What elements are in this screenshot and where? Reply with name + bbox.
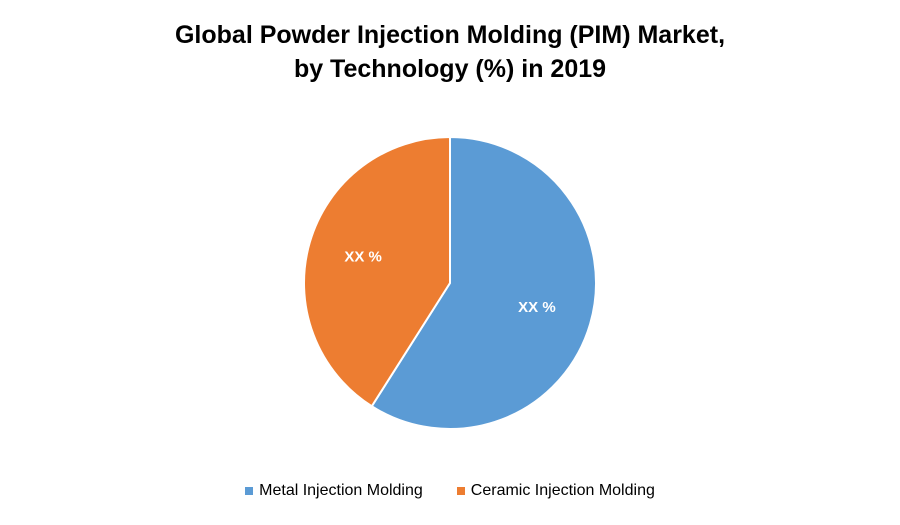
chart-title-line-2: by Technology (%) in 2019 <box>293 55 607 83</box>
legend-item-metal-injection-molding: Metal Injection Molding <box>245 482 423 500</box>
legend-swatch-ceramic-injection-molding <box>456 487 465 495</box>
chart-title-line-1: Global Powder Injection Molding (PIM) Ma… <box>174 21 726 49</box>
chart-title: Global Powder Injection Molding (PIM) Ma… <box>0 18 900 86</box>
legend-label-ceramic-injection-molding: Ceramic Injection Molding <box>470 482 655 499</box>
chart-legend: Metal Injection Molding Ceramic Injectio… <box>0 482 900 500</box>
pie-slice-label-metal-injection-molding: XX % <box>518 299 556 316</box>
legend-label-metal-injection-molding: Metal Injection Molding <box>259 482 423 499</box>
legend-item-ceramic-injection-molding: Ceramic Injection Molding <box>456 482 655 500</box>
pie-slice-metal-injection-molding <box>370 135 597 430</box>
pie-slice-label-ceramic-injection-molding: XX % <box>344 249 382 266</box>
pie-slice-ceramic-injection-molding <box>303 135 451 408</box>
legend-swatch-metal-injection-molding <box>245 487 254 495</box>
